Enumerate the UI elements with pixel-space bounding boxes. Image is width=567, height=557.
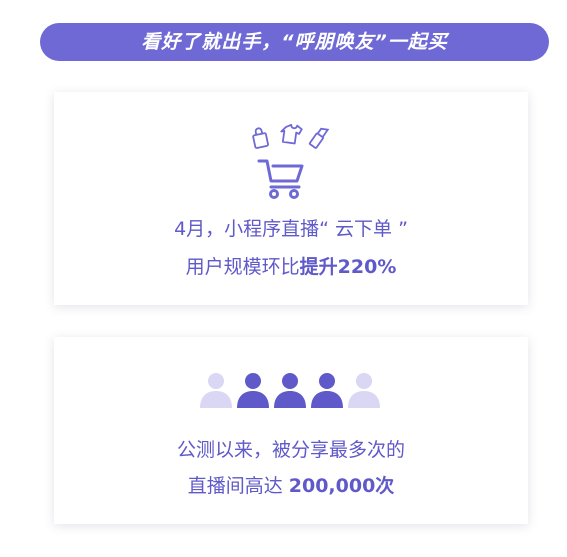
cart-stat-card: 4月，小程序直播“ 云下单 ” 用户规模环比提升220%	[54, 92, 528, 305]
cart-stat-line-2: 用户规模环比提升220%	[54, 252, 528, 279]
lipstick-icon	[308, 127, 330, 149]
share-stat-line-2: 直播间高达 200,000次	[54, 471, 528, 498]
person-icon	[200, 373, 232, 408]
share-stat-prefix: 直播间高达	[187, 475, 289, 497]
share-stat-highlight: 200,000次	[288, 475, 395, 497]
person-icon	[274, 373, 306, 408]
person-icon	[237, 373, 269, 408]
person-icon	[311, 373, 343, 408]
cart-stat-highlight: 提升220%	[299, 256, 397, 278]
shopping-bag-icon	[252, 127, 269, 149]
person-icon	[348, 373, 380, 408]
shopping-cart-icon	[257, 159, 304, 199]
cart-stat-line-1: 4月，小程序直播“ 云下单 ”	[174, 218, 408, 240]
shopping-items-icon	[252, 123, 330, 149]
cart-stat-prefix: 用户规模环比	[185, 256, 300, 278]
share-stat-card: 公测以来，被分享最多次的 直播间高达 200,000次	[54, 337, 528, 524]
people-row-icon	[200, 373, 380, 408]
share-stat-line-1: 公测以来，被分享最多次的	[176, 439, 405, 461]
shirt-icon	[280, 123, 303, 145]
header-banner: 看好了就出手，“呼朋唤友”一起买	[40, 23, 549, 61]
